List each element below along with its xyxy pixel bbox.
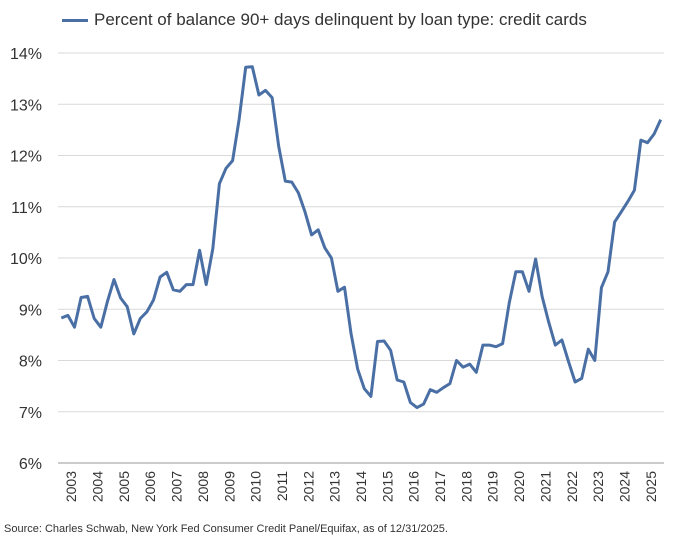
x-tick-label: 2009 (221, 471, 237, 502)
x-tick-label: 2010 (248, 471, 264, 502)
x-tick-label: 2004 (90, 471, 106, 502)
x-tick-label: 2018 (458, 471, 474, 502)
x-tick-label: 2025 (643, 471, 659, 502)
y-tick-label: 12% (10, 149, 42, 166)
x-tick-label: 2019 (485, 471, 501, 502)
y-tick-label: 14% (10, 46, 42, 63)
y-tick-label: 9% (19, 302, 42, 319)
x-tick-label: 2012 (300, 471, 316, 502)
y-tick-label: 8% (19, 354, 42, 371)
x-tick-label: 2016 (406, 471, 422, 502)
x-tick-label: 2020 (511, 471, 527, 502)
y-tick-label: 10% (10, 251, 42, 268)
x-axis-ticks: 2003 2004 2005 2006 2007 2008 2009 2010 2011 2012… (63, 471, 659, 502)
x-tick-label: 2008 (195, 471, 211, 502)
x-tick-label: 2005 (116, 471, 132, 502)
legend: Percent of balance 90+ days delinquent b… (62, 10, 587, 30)
x-tick-label: 2006 (142, 471, 158, 502)
x-tick-label: 2011 (274, 471, 290, 501)
grid-lines (58, 52, 664, 413)
legend-swatch (62, 18, 88, 22)
y-tick-label: 7% (19, 405, 42, 422)
y-tick-label: 13% (10, 97, 42, 114)
x-tick-label: 2024 (616, 471, 632, 502)
x-tick-label: 2003 (63, 471, 79, 502)
x-tick-label: 2014 (353, 471, 369, 502)
legend-label: Percent of balance 90+ days delinquent b… (94, 10, 587, 29)
x-tick-label: 2017 (432, 471, 448, 502)
x-tick-label: 2015 (379, 471, 395, 502)
x-tick-label: 2022 (564, 471, 580, 502)
x-tick-label: 2013 (327, 471, 343, 502)
y-tick-label: 6% (19, 456, 42, 473)
source-note: Source: Charles Schwab, New York Fed Con… (4, 523, 448, 535)
x-tick-label: 2007 (169, 471, 185, 502)
y-tick-label: 11% (11, 200, 42, 217)
series-line-credit-cards (60, 65, 663, 410)
x-tick-label: 2023 (590, 471, 606, 502)
x-tick-label: 2021 (537, 471, 553, 502)
y-axis-ticks: 6% 7% 8% 9% 10% 11% 12% 13% 14% (10, 46, 42, 473)
